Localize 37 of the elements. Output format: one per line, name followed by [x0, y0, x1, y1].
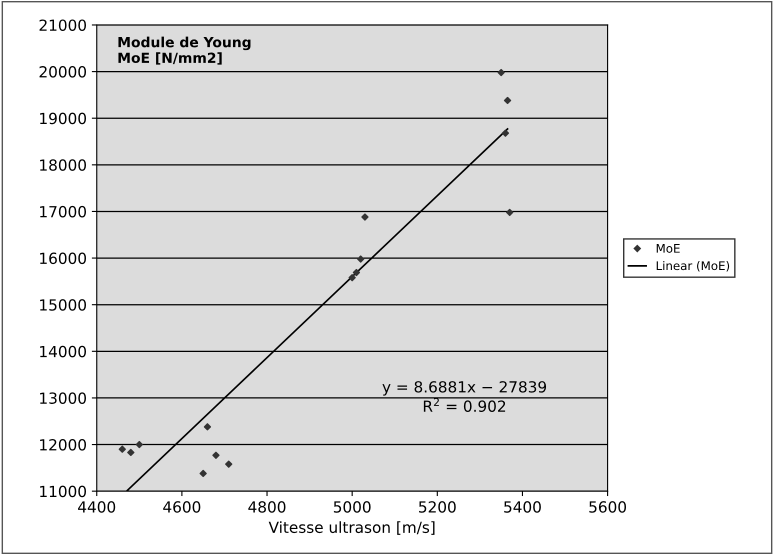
- x-axis-title: Vitesse ultrason [m/s]: [268, 521, 434, 535]
- y-tick-label: 13000: [40, 392, 86, 404]
- point: [225, 460, 232, 468]
- y-tick-label: 11000: [40, 486, 86, 498]
- y-tick-label: 18000: [40, 159, 86, 171]
- legend-label: Linear (MoE): [656, 261, 730, 272]
- y-tick-label: 12000: [40, 439, 86, 451]
- point: [352, 268, 360, 276]
- x-tick-label: 5400: [504, 501, 541, 513]
- y-tick-label: 16000: [40, 252, 86, 264]
- x-tick-label: 5200: [419, 501, 456, 513]
- point: [127, 448, 134, 456]
- y-tick-label: 21000: [40, 19, 86, 31]
- point: [506, 208, 514, 216]
- legend-label: MoE: [656, 244, 680, 253]
- point: [348, 274, 356, 282]
- x-tick-label: 4800: [248, 501, 286, 513]
- point: [212, 452, 220, 459]
- point: [200, 470, 207, 478]
- point: [498, 68, 505, 76]
- point: [504, 96, 512, 104]
- text: Module de Young MoE [N/mm2]: [118, 36, 250, 65]
- point: [136, 440, 143, 448]
- point: [502, 129, 510, 137]
- y-tick-label: 14000: [40, 346, 86, 358]
- x-tick-label: 4400: [78, 501, 116, 513]
- x-tick-label: 4600: [163, 501, 200, 513]
- y-tick-label: 19000: [40, 112, 86, 124]
- point: [361, 213, 369, 221]
- point: [204, 423, 212, 430]
- point: [118, 446, 126, 453]
- y-tick-label: 15000: [40, 299, 86, 311]
- x-tick-label: 5600: [589, 501, 626, 513]
- x-tick-label: 5000: [334, 501, 371, 513]
- y-tick-label: 20000: [40, 66, 86, 78]
- point: [357, 255, 364, 263]
- y-tick-label: 17000: [40, 206, 86, 218]
